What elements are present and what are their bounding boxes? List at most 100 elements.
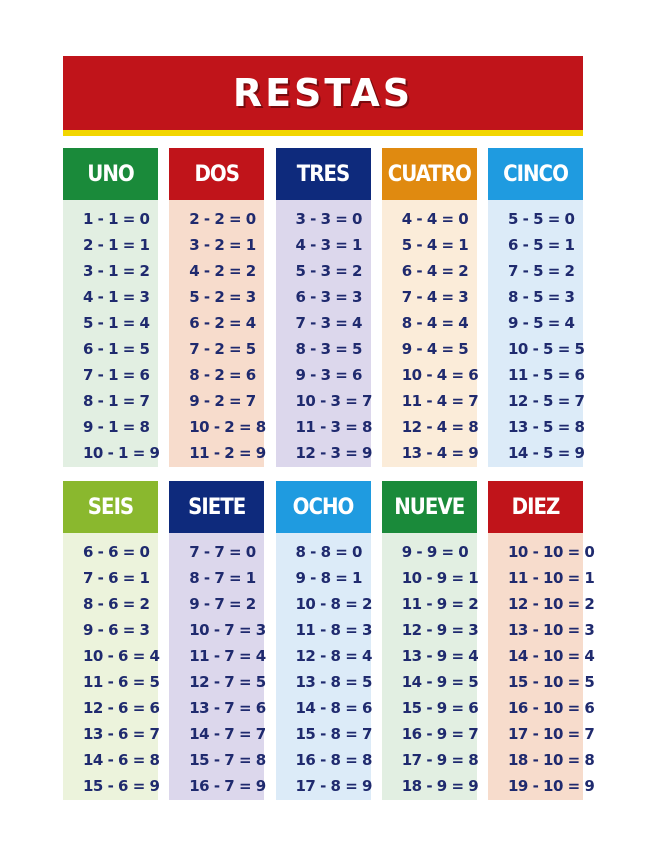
- equation: 10 - 9 = 1: [401, 569, 479, 587]
- equation: 3 - 3 = 0: [295, 210, 363, 228]
- equation: 6 - 1 = 5: [83, 340, 150, 358]
- equation: 9 - 9 = 0: [401, 543, 469, 561]
- equation: 10 - 8 = 2: [295, 595, 373, 613]
- equation: 13 - 6 = 7: [83, 725, 160, 743]
- equation: 4 - 1 = 3: [83, 288, 150, 306]
- table-column-dos: DOS 2 - 2 = 0 3 - 2 = 1 4 - 2 = 2 5 - 2 = 3 6…: [169, 148, 266, 467]
- equation: 6 - 6 = 0: [83, 543, 150, 561]
- column-body: 2 - 2 = 0 3 - 2 = 1 4 - 2 = 2 5 - 2 = 3 6 - …: [169, 200, 266, 467]
- column-body: 5 - 5 = 0 6 - 5 = 1 7 - 5 = 2 8 - 5 = 3 9 - …: [488, 200, 585, 467]
- equation: 8 - 1 = 7: [83, 392, 150, 410]
- equation: 9 - 7 = 2: [189, 595, 256, 613]
- column-header: UNO: [63, 148, 158, 200]
- column-body: 3 - 3 = 0 4 - 3 = 1 5 - 3 = 2 6 - 3 = 3 7 - …: [275, 200, 373, 467]
- equation: 5 - 5 = 0: [508, 210, 575, 228]
- equation: 9 - 3 = 6: [295, 366, 363, 384]
- equation: 12 - 4 = 8: [401, 418, 479, 436]
- column-header: CINCO: [488, 148, 583, 200]
- table-column-tres: TRES 3 - 3 = 0 4 - 3 = 1 5 - 3 = 2 6 - 3 = 3…: [275, 148, 373, 467]
- equation: 17 - 10 = 7: [508, 725, 595, 743]
- equation: 3 - 1 = 2: [83, 262, 150, 280]
- equation: 9 - 8 = 1: [295, 569, 363, 587]
- table-column-siete: SIETE 7 - 7 = 0 8 - 7 = 1 9 - 7 = 2 10 - 7 =…: [169, 481, 266, 800]
- equation: 5 - 3 = 2: [295, 262, 363, 280]
- equation: 8 - 6 = 2: [83, 595, 150, 613]
- equation: 10 - 7 = 3: [189, 621, 266, 639]
- table-column-uno: UNO 1 - 1 = 0 2 - 1 = 1 3 - 1 = 2 4 - 1 = 3 5…: [63, 148, 160, 467]
- equation: 7 - 2 = 5: [189, 340, 256, 358]
- column-body: 1 - 1 = 0 2 - 1 = 1 3 - 1 = 2 4 - 1 = 3 5 - …: [63, 200, 160, 467]
- column-body: 10 - 10 = 0 11 - 10 = 1 12 - 10 = 2 13 - 10…: [488, 533, 595, 800]
- equation: 12 - 5 = 7: [508, 392, 585, 410]
- equation: 15 - 9 = 6: [401, 699, 479, 717]
- equation: 13 - 8 = 5: [295, 673, 373, 691]
- equation: 18 - 9 = 9: [401, 777, 479, 795]
- equation: 19 - 10 = 9: [508, 777, 595, 795]
- equation: 12 - 6 = 6: [83, 699, 160, 717]
- equation: 13 - 5 = 8: [508, 418, 585, 436]
- equation: 6 - 5 = 1: [508, 236, 575, 254]
- column-header: CUATRO: [381, 148, 477, 200]
- equation: 16 - 10 = 6: [508, 699, 595, 717]
- table-column-diez: DIEZ 10 - 10 = 0 11 - 10 = 1 12 - 10 = 2 13 …: [488, 481, 595, 800]
- table-column-nueve: NUEVE 9 - 9 = 0 10 - 9 = 1 11 - 9 = 2 12 - 9…: [381, 481, 479, 800]
- column-header: DOS: [169, 148, 265, 200]
- equation: 10 - 2 = 8: [189, 418, 266, 436]
- equation: 14 - 8 = 6: [295, 699, 373, 717]
- equation: 12 - 3 = 9: [295, 444, 373, 462]
- equation: 16 - 9 = 7: [401, 725, 479, 743]
- equation: 5 - 4 = 1: [401, 236, 469, 254]
- column-header: TRES: [275, 148, 371, 200]
- equation: 14 - 6 = 8: [83, 751, 160, 769]
- equation: 11 - 7 = 4: [189, 647, 266, 665]
- equation: 7 - 4 = 3: [401, 288, 469, 306]
- equation: 8 - 8 = 0: [295, 543, 363, 561]
- equation: 13 - 7 = 6: [189, 699, 266, 717]
- equation: 10 - 5 = 5: [508, 340, 585, 358]
- column-body: 4 - 4 = 0 5 - 4 = 1 6 - 4 = 2 7 - 4 = 3 8 - …: [381, 200, 479, 467]
- equation: 9 - 4 = 5: [401, 340, 469, 358]
- equation: 14 - 7 = 7: [189, 725, 266, 743]
- equation: 16 - 7 = 9: [189, 777, 266, 795]
- equation: 18 - 10 = 8: [508, 751, 595, 769]
- equation: 10 - 10 = 0: [508, 543, 595, 561]
- equation: 2 - 1 = 1: [83, 236, 150, 254]
- column-body: 6 - 6 = 0 7 - 6 = 1 8 - 6 = 2 9 - 6 = 3 10 -…: [63, 533, 160, 800]
- equation: 15 - 10 = 5: [508, 673, 595, 691]
- equation: 10 - 4 = 6: [401, 366, 479, 384]
- equation: 9 - 5 = 4: [508, 314, 575, 332]
- equation: 15 - 7 = 8: [189, 751, 266, 769]
- equation: 2 - 2 = 0: [189, 210, 256, 228]
- equation: 8 - 4 = 4: [401, 314, 469, 332]
- equation: 6 - 4 = 2: [401, 262, 469, 280]
- equation: 4 - 2 = 2: [189, 262, 256, 280]
- equation: 5 - 1 = 4: [83, 314, 150, 332]
- equation: 4 - 3 = 1: [295, 236, 363, 254]
- column-header: DIEZ: [488, 481, 583, 533]
- column-body: 7 - 7 = 0 8 - 7 = 1 9 - 7 = 2 10 - 7 = 3 11 …: [169, 533, 266, 800]
- equation: 8 - 2 = 6: [189, 366, 256, 384]
- equation: 3 - 2 = 1: [189, 236, 256, 254]
- column-header: NUEVE: [381, 481, 477, 533]
- equation: 13 - 9 = 4: [401, 647, 479, 665]
- equation: 11 - 6 = 5: [83, 673, 160, 691]
- column-header: SIETE: [169, 481, 265, 533]
- equation: 15 - 8 = 7: [295, 725, 373, 743]
- equation: 7 - 6 = 1: [83, 569, 150, 587]
- equation: 10 - 1 = 9: [83, 444, 160, 462]
- table-column-cinco: CINCO 5 - 5 = 0 6 - 5 = 1 7 - 5 = 2 8 - 5 = …: [488, 148, 585, 467]
- table-column-ocho: OCHO 8 - 8 = 0 9 - 8 = 1 10 - 8 = 2 11 - 8 =…: [275, 481, 373, 800]
- equation: 12 - 7 = 5: [189, 673, 266, 691]
- title-banner: RESTAS: [63, 56, 583, 136]
- equation: 17 - 8 = 9: [295, 777, 373, 795]
- equation: 14 - 5 = 9: [508, 444, 585, 462]
- equation: 12 - 8 = 4: [295, 647, 373, 665]
- table-column-cuatro: CUATRO 4 - 4 = 0 5 - 4 = 1 6 - 4 = 2 7 - 4 =…: [381, 148, 479, 467]
- equation: 6 - 3 = 3: [295, 288, 363, 306]
- column-header: SEIS: [63, 481, 158, 533]
- equation: 10 - 6 = 4: [83, 647, 160, 665]
- equation: 11 - 3 = 8: [295, 418, 373, 436]
- equation: 8 - 7 = 1: [189, 569, 256, 587]
- page-title: RESTAS: [232, 71, 414, 115]
- equation: 15 - 6 = 9: [83, 777, 160, 795]
